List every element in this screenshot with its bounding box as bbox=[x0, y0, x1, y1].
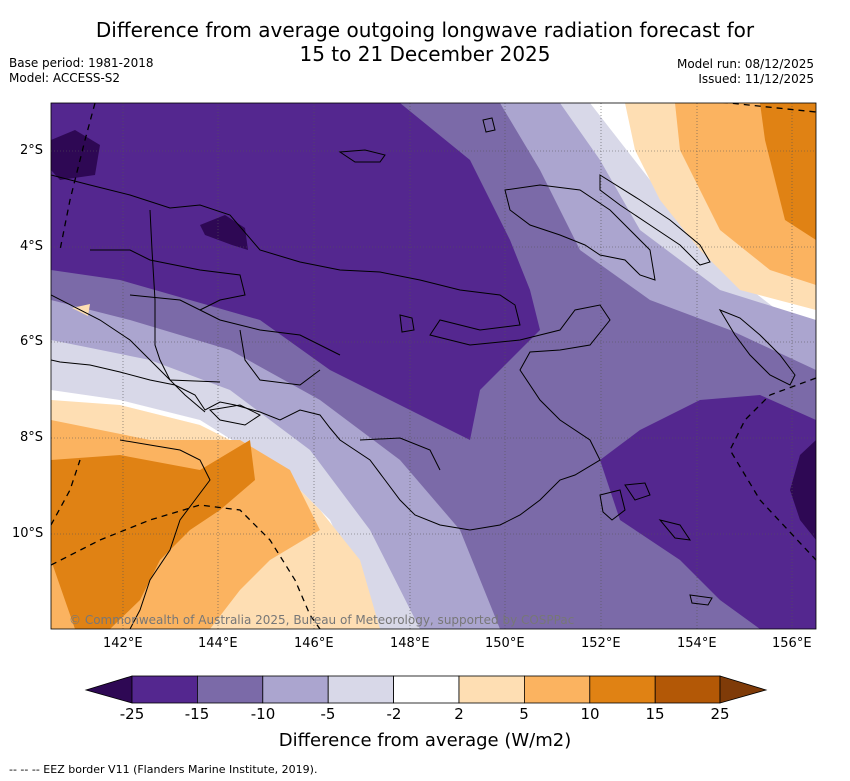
lon-label-146e: 146°E bbox=[294, 636, 334, 651]
colorbar-segment-9 bbox=[654, 675, 721, 704]
chart-title: Difference from average outgoing longwav… bbox=[0, 18, 850, 66]
contour-band-minus-25-east bbox=[790, 440, 816, 540]
eez-border-w bbox=[51, 459, 81, 526]
colorbar-tick-label: 25 bbox=[710, 705, 730, 723]
province-border-5 bbox=[359, 437, 441, 471]
province-border-2 bbox=[129, 294, 341, 356]
lon-label-144e: 144°E bbox=[198, 636, 238, 651]
political-borders bbox=[51, 209, 441, 471]
colorbar-tick-label: -25 bbox=[119, 705, 145, 723]
base-period: Base period: 1981-2018 bbox=[9, 56, 154, 70]
colorbar-tick-label: -10 bbox=[250, 705, 276, 723]
eez-border-nw bbox=[59, 103, 96, 251]
lat-label-4s: 4°S bbox=[20, 239, 44, 254]
lon-label-152e: 152°E bbox=[581, 636, 621, 651]
colorbar-extend-high bbox=[719, 675, 768, 704]
bougainville-coast bbox=[718, 308, 796, 386]
province-border-3 bbox=[51, 294, 221, 383]
lon-label-156e: 156°E bbox=[772, 636, 812, 651]
contour-band-minus-25 bbox=[51, 130, 100, 180]
solomons-3 bbox=[658, 519, 692, 541]
solomons-1 bbox=[599, 489, 626, 521]
colorbar-tick-label: 10 bbox=[580, 705, 600, 723]
colorbar bbox=[84, 675, 768, 704]
meta-left: Base period: 1981-2018 Model: ACCESS-S2 bbox=[9, 56, 154, 86]
colorbar-tick-label: -2 bbox=[386, 705, 402, 723]
meta-right: Model run: 08/12/2025 Issued: 11/12/2025 bbox=[677, 57, 814, 87]
island-d-entrecasteaux bbox=[399, 314, 415, 333]
colorbar-title: Difference from average (W/m2) bbox=[278, 730, 572, 751]
contour-band-minus-25-mid bbox=[200, 215, 248, 250]
lon-label-142e: 142°E bbox=[103, 636, 143, 651]
contour-band-plus-10-ne bbox=[760, 103, 816, 240]
lon-label-150e: 150°E bbox=[485, 636, 525, 651]
cape-york bbox=[119, 439, 211, 629]
colorbar-tick-label: 5 bbox=[519, 705, 529, 723]
manus-island bbox=[338, 149, 386, 163]
solomons-4 bbox=[689, 594, 713, 606]
contour-band-minus-15-east bbox=[600, 395, 816, 629]
lat-label-2s: 2°S bbox=[20, 143, 44, 158]
colorbar-segment-4 bbox=[327, 675, 395, 704]
lon-label-148e: 148°E bbox=[390, 636, 430, 651]
colorbar-segment-1 bbox=[131, 675, 198, 704]
eez-footnote: -- -- -- EEZ border V11 (Flanders Marine… bbox=[9, 763, 318, 776]
colorbar-segment-5 bbox=[393, 675, 460, 704]
map-frame bbox=[50, 102, 817, 630]
colorbar-segment-8 bbox=[589, 675, 656, 704]
eez-border-sw bbox=[51, 504, 321, 629]
copyright-notice: © Commonwealth of Australia 2025, Bureau… bbox=[69, 613, 575, 627]
contour-band-minus-15 bbox=[51, 103, 540, 440]
colorbar-tick-label: -5 bbox=[320, 705, 336, 723]
colorbar-segment-2 bbox=[196, 675, 264, 704]
model-name: Model: ACCESS-S2 bbox=[9, 71, 121, 85]
map-area bbox=[51, 103, 816, 629]
colorbar-segment-7 bbox=[524, 675, 591, 704]
lat-label-6s: 6°S bbox=[20, 334, 44, 349]
new-ireland-coast bbox=[599, 174, 711, 266]
lat-label-10s: 10°S bbox=[12, 526, 44, 541]
title-line-2: 15 to 21 December 2025 bbox=[299, 42, 551, 66]
eez-border-se bbox=[729, 377, 816, 561]
title-line-1: Difference from average outgoing longwav… bbox=[95, 18, 755, 42]
colorbar-extend-low bbox=[84, 675, 133, 704]
colorbar-segment-6 bbox=[458, 675, 525, 704]
torres-islands bbox=[208, 404, 261, 426]
new-guinea-coast bbox=[51, 174, 611, 531]
new-britain-coast bbox=[504, 184, 656, 281]
lon-label-154e: 154°E bbox=[677, 636, 717, 651]
model-run: Model run: 08/12/2025 bbox=[676, 57, 814, 71]
province-border-4 bbox=[239, 329, 321, 386]
colorbar-segment-3 bbox=[262, 675, 329, 704]
lat-label-8s: 8°S bbox=[20, 430, 44, 445]
png-border bbox=[149, 209, 206, 413]
colorbar-tick-label: -15 bbox=[184, 705, 210, 723]
solomons-2 bbox=[624, 482, 651, 501]
province-border-1 bbox=[90, 249, 246, 311]
issued-date: Issued: 11/12/2025 bbox=[698, 72, 814, 86]
island-north bbox=[482, 117, 496, 133]
eez-border-ne bbox=[722, 103, 816, 113]
colorbar-tick-label: 15 bbox=[645, 705, 665, 723]
colorbar-tick-label: 2 bbox=[454, 705, 464, 723]
coastlines bbox=[51, 117, 796, 629]
eez-borders bbox=[51, 103, 816, 629]
